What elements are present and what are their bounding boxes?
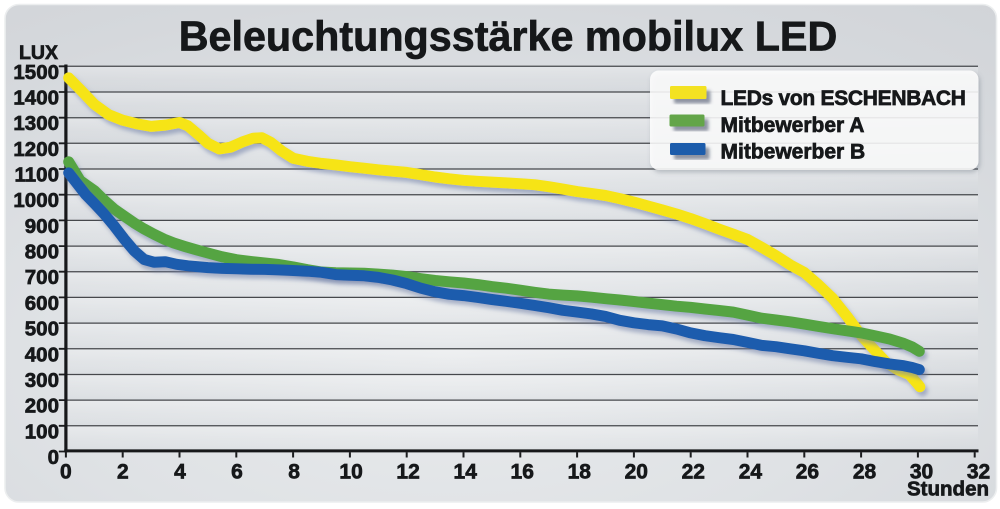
svg-text:Mitbewerber B: Mitbewerber B (721, 141, 866, 164)
svg-text:14: 14 (454, 460, 478, 483)
svg-text:Mitbewerber A: Mitbewerber A (721, 114, 865, 137)
svg-text:100: 100 (25, 420, 59, 443)
svg-text:22: 22 (682, 460, 705, 483)
svg-text:18: 18 (568, 460, 592, 483)
svg-text:900: 900 (25, 215, 59, 238)
svg-text:12: 12 (396, 460, 419, 483)
svg-text:32: 32 (967, 460, 990, 483)
svg-text:1100: 1100 (15, 164, 59, 187)
svg-text:1500: 1500 (13, 61, 59, 84)
svg-text:LEDs von ESCHENBACH: LEDs von ESCHENBACH (721, 87, 966, 110)
svg-text:400: 400 (25, 343, 59, 366)
svg-text:0: 0 (48, 446, 59, 469)
svg-text:Stunden: Stunden (907, 478, 989, 501)
svg-text:16: 16 (511, 460, 534, 483)
svg-text:LUX: LUX (19, 42, 58, 64)
svg-text:600: 600 (25, 292, 59, 315)
svg-text:28: 28 (853, 460, 877, 483)
svg-text:1300: 1300 (13, 112, 59, 135)
svg-text:800: 800 (25, 241, 59, 264)
svg-text:4: 4 (174, 460, 186, 483)
svg-text:24: 24 (739, 460, 763, 483)
svg-text:10: 10 (339, 460, 362, 483)
svg-text:1400: 1400 (13, 87, 59, 110)
svg-text:300: 300 (25, 369, 59, 392)
svg-text:6: 6 (231, 460, 243, 483)
svg-text:0: 0 (60, 460, 72, 483)
svg-text:30: 30 (910, 460, 933, 483)
svg-text:200: 200 (25, 395, 59, 418)
svg-text:2: 2 (117, 460, 129, 483)
svg-text:700: 700 (25, 266, 59, 289)
svg-text:8: 8 (288, 460, 300, 483)
svg-text:1000: 1000 (13, 189, 59, 212)
svg-text:26: 26 (796, 460, 819, 483)
svg-text:Beleuchtungsstärke mobilux LED: Beleuchtungsstärke mobilux LED (179, 14, 838, 60)
svg-text:20: 20 (625, 460, 648, 483)
svg-text:500: 500 (25, 318, 59, 341)
svg-text:1200: 1200 (13, 138, 59, 161)
